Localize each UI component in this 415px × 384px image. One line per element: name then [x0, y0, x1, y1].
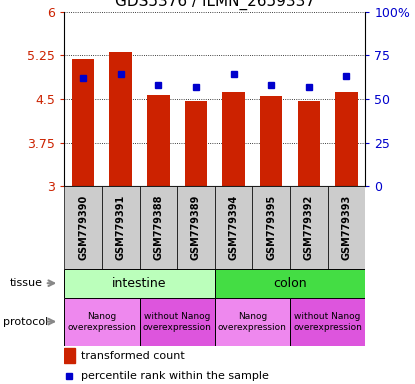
Bar [252, 186, 290, 269]
Text: without Nanog
overexpression: without Nanog overexpression [293, 311, 362, 332]
Bar [139, 298, 215, 346]
Text: GSM779388: GSM779388 [154, 195, 164, 260]
Text: tissue: tissue [9, 278, 42, 288]
Bar [335, 92, 358, 186]
Bar [222, 92, 245, 186]
Bar [290, 186, 327, 269]
Bar [185, 101, 207, 186]
Bar [215, 298, 290, 346]
Title: GDS5376 / ILMN_2659337: GDS5376 / ILMN_2659337 [115, 0, 315, 10]
Text: percentile rank within the sample: percentile rank within the sample [81, 371, 269, 381]
Text: GSM779389: GSM779389 [191, 195, 201, 260]
Bar [72, 59, 95, 186]
Text: Nanog
overexpression: Nanog overexpression [68, 311, 137, 332]
Bar [64, 298, 139, 346]
Bar [215, 269, 365, 298]
Text: protocol: protocol [3, 316, 49, 327]
Bar [215, 186, 252, 269]
Bar [64, 186, 102, 269]
Bar [298, 101, 320, 186]
Text: intestine: intestine [112, 277, 167, 290]
Bar [64, 269, 215, 298]
Text: transformed count: transformed count [81, 351, 185, 361]
Text: colon: colon [273, 277, 307, 290]
Text: without Nanog
overexpression: without Nanog overexpression [143, 311, 212, 332]
Text: GSM779390: GSM779390 [78, 195, 88, 260]
Bar [102, 186, 139, 269]
Bar [64, 348, 75, 363]
Bar [147, 95, 170, 186]
Bar [260, 96, 283, 186]
Text: GSM779395: GSM779395 [266, 195, 276, 260]
Bar [177, 186, 215, 269]
Bar [327, 186, 365, 269]
Text: GSM779392: GSM779392 [304, 195, 314, 260]
Text: GSM779393: GSM779393 [342, 195, 352, 260]
Bar [139, 186, 177, 269]
Bar [290, 298, 365, 346]
Text: Nanog
overexpression: Nanog overexpression [218, 311, 287, 332]
Text: GSM779391: GSM779391 [116, 195, 126, 260]
Text: GSM779394: GSM779394 [229, 195, 239, 260]
Bar [110, 52, 132, 186]
